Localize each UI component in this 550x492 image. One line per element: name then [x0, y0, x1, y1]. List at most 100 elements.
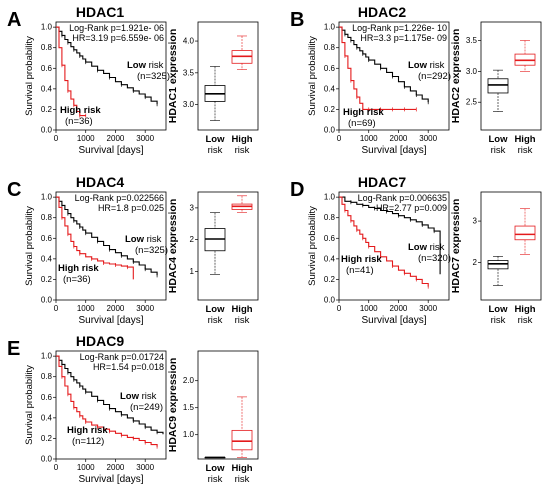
box-y-tick-label: 3 — [190, 203, 195, 212]
high-risk-label: High risk — [67, 425, 108, 436]
box-y-tick-label: 3 — [473, 217, 478, 226]
km-curve-low-risk — [56, 26, 158, 105]
x-tick-label: 2000 — [107, 304, 125, 313]
y-axis-label: Survival probability — [307, 206, 318, 286]
x-tick-label: 1000 — [77, 463, 95, 472]
stats-text: Log-Rank p=0.022566 — [75, 193, 164, 203]
x-tick-label: 3000 — [136, 304, 154, 313]
high-risk-label: High risk — [341, 254, 382, 265]
y-tick-label: 0.0 — [41, 455, 53, 464]
x-tick-label: 2000 — [390, 304, 408, 313]
y-tick-label: 0.2 — [41, 434, 53, 443]
box-y-tick-label: 2 — [190, 235, 195, 244]
y-tick-label: 0.2 — [324, 105, 336, 114]
km-plot-frame — [55, 350, 167, 460]
panel-b: B HDAC2 0.0 0.2 0.4 0.6 0.8 1.0 0 1000 2000 3000 S… — [290, 4, 542, 156]
km-curve-low-risk — [56, 196, 158, 276]
box-low-risk — [487, 260, 509, 270]
km-plot-frame — [55, 191, 167, 301]
x-axis-label: Survival [days] — [78, 315, 143, 326]
box-y-axis-label: HDAC9 expression — [167, 358, 179, 453]
x-tick-label: 0 — [54, 134, 59, 143]
y-tick-label: 0.4 — [324, 84, 336, 93]
y-tick-label: 0.8 — [324, 213, 336, 222]
y-tick-label: 0.4 — [41, 84, 53, 93]
high-risk-label: High risk — [60, 105, 101, 116]
panel-a: A HDAC1 0.0 0.2 0.4 0.6 0.8 1.0 0 1000 2000 3000 S… — [7, 4, 259, 156]
stats-text: HR=1.54 p=0.018 — [93, 362, 164, 372]
low-risk-n: (n=325) — [135, 245, 168, 256]
box-y-tick-label: 3.0 — [183, 100, 195, 109]
km-title: HDAC2 — [358, 4, 406, 20]
box-y-tick-label: 4.0 — [183, 37, 195, 46]
km-plot-frame — [338, 191, 450, 301]
low-risk-n: (n=292) — [418, 71, 451, 82]
stats-text: HR=1.8 p=0.025 — [98, 203, 164, 213]
box-low-risk — [487, 78, 509, 94]
y-tick-label: 0.6 — [41, 64, 53, 73]
x-tick-label: 3000 — [419, 304, 437, 313]
stats-text: Log-Rank p=1.226e- 10 — [352, 23, 447, 33]
km-title: HDAC1 — [76, 4, 124, 20]
x-tick-label: 3000 — [419, 134, 437, 143]
box-category-label: risk — [235, 474, 250, 485]
x-tick-label: 0 — [54, 304, 59, 313]
km-title: HDAC4 — [76, 174, 124, 190]
x-axis-label: Survival [days] — [78, 474, 143, 485]
high-risk-n: (n=112) — [72, 436, 104, 447]
y-tick-label: 0.0 — [41, 126, 53, 135]
high-risk-n: (n=69) — [348, 118, 376, 129]
panel-letter-a: A — [7, 9, 21, 31]
box-y-tick-label: 3.5 — [466, 36, 478, 45]
x-tick-label: 1000 — [77, 304, 95, 313]
panel-letter-c: C — [7, 179, 21, 201]
km-curve-high-risk — [56, 355, 158, 447]
box-y-tick-label: 3.0 — [466, 67, 478, 76]
box-category-label: Low — [489, 134, 509, 145]
stats-text: HR=3.3 p=1.175e- 09 — [360, 33, 447, 43]
box-y-axis-label: HDAC7 expression — [450, 199, 462, 294]
box-category-label: Low — [489, 304, 509, 315]
box-category-label: risk — [208, 474, 223, 485]
x-axis-label: Survival [days] — [78, 145, 143, 156]
box-category-label: risk — [235, 315, 250, 326]
low-risk-label: Low risk — [120, 391, 157, 402]
box-y-tick-label: 1.0 — [183, 430, 195, 439]
x-tick-label: 2000 — [107, 134, 125, 143]
km-title: HDAC9 — [76, 333, 124, 349]
box-category-label: Low — [206, 463, 226, 474]
low-risk-label: Low risk — [408, 242, 445, 253]
box-category-label: High — [231, 304, 252, 315]
box-category-label: risk — [235, 145, 250, 156]
panel-e: E HDAC9 0.0 0.2 0.4 0.6 0.8 1.0 0 1000 2000 3000 S… — [7, 333, 259, 485]
y-tick-label: 0.6 — [324, 64, 336, 73]
box-high-risk — [231, 429, 253, 451]
y-tick-label: 1.0 — [324, 23, 336, 32]
x-axis-label: Survival [days] — [361, 145, 426, 156]
box-y-tick-label: 2.5 — [466, 98, 478, 107]
panel-letter-e: E — [7, 338, 20, 360]
stats-text: HR=3.19 p=6.559e- 06 — [72, 33, 164, 43]
y-tick-label: 0.4 — [41, 254, 53, 263]
x-tick-label: 1000 — [360, 304, 378, 313]
high-risk-label: High risk — [58, 263, 99, 274]
box-y-axis-label: HDAC2 expression — [450, 29, 462, 124]
stats-text: Log-Rank p=0.006635 — [358, 193, 447, 203]
km-curve-low-risk — [339, 196, 441, 275]
box-high-risk — [514, 225, 536, 241]
low-risk-n: (n=249) — [130, 402, 163, 413]
stats-text: HR=2.77 p=0.009 — [376, 203, 447, 213]
box-y-tick-label: 3.5 — [183, 68, 195, 77]
y-axis-label: Survival probability — [24, 365, 35, 445]
y-tick-label: 0.6 — [41, 393, 53, 402]
box-y-axis-label: HDAC4 expression — [167, 199, 179, 294]
stats-text: Log-Rank p=1.921e- 06 — [69, 23, 164, 33]
box-plot-frame — [197, 21, 259, 131]
box-y-tick-label: 1 — [190, 267, 195, 276]
y-tick-label: 1.0 — [41, 23, 53, 32]
box-category-label: High — [514, 304, 535, 315]
box-category-label: Low — [206, 304, 226, 315]
x-axis-label: Survival [days] — [361, 315, 426, 326]
y-tick-label: 0.4 — [324, 254, 336, 263]
